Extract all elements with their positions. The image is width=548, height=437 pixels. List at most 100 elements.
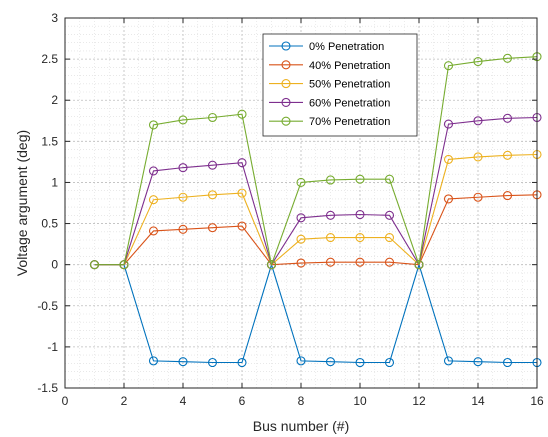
x-tick-label: 6 <box>239 394 246 408</box>
data-point <box>207 190 218 200</box>
data-point <box>355 209 365 220</box>
series-group <box>89 52 542 368</box>
data-point <box>473 152 483 162</box>
x-axis-title: Bus number (#) <box>253 418 349 434</box>
data-point <box>266 260 277 270</box>
data-point <box>414 260 424 270</box>
legend-entry: 0% Penetration <box>269 41 384 53</box>
y-tick-label: -1.5 <box>37 381 58 395</box>
data-point <box>502 191 513 201</box>
data-point <box>473 192 483 202</box>
data-point <box>207 223 218 233</box>
data-point <box>502 53 513 63</box>
data-point <box>325 257 336 267</box>
data-point <box>355 174 365 184</box>
y-axis-title: Voltage argument (deg) <box>14 130 30 276</box>
y-tick-label: 1 <box>51 175 58 189</box>
data-point <box>296 234 306 244</box>
data-point <box>296 177 306 187</box>
series-line <box>94 262 537 364</box>
data-point <box>443 119 454 129</box>
x-tick-label: 8 <box>298 394 305 408</box>
data-point <box>178 115 188 125</box>
legend-swatch-marker <box>281 60 291 70</box>
data-point <box>148 356 159 366</box>
data-point <box>443 61 454 71</box>
data-point <box>237 188 247 198</box>
legend-swatch-marker <box>281 79 291 89</box>
y-tick-label: 3 <box>51 11 58 25</box>
data-point <box>502 150 513 160</box>
x-tick-label: 4 <box>180 394 187 408</box>
data-point <box>237 109 247 119</box>
y-tick-label: 1.5 <box>41 134 58 148</box>
series-4 <box>89 52 542 270</box>
y-tick-label: -1 <box>47 340 58 354</box>
legend-entry: 70% Penetration <box>269 116 390 128</box>
x-tick-label: 12 <box>412 394 426 408</box>
data-point <box>148 195 159 205</box>
legend-swatch-marker <box>281 116 291 126</box>
data-point <box>296 258 306 268</box>
legend-entry: 40% Penetration <box>269 60 390 72</box>
data-point <box>443 194 454 204</box>
y-tick-label: -0.5 <box>37 299 58 313</box>
data-point <box>207 112 218 123</box>
data-point <box>384 210 395 220</box>
series-line <box>94 116 538 267</box>
data-point <box>178 357 188 367</box>
x-tick-label: 10 <box>353 394 367 408</box>
data-point <box>237 357 247 368</box>
data-point <box>384 357 395 368</box>
y-tick-label: 0.5 <box>41 217 58 231</box>
data-point <box>178 163 188 173</box>
data-point <box>443 154 454 164</box>
x-tick-label: 14 <box>471 394 485 408</box>
data-point <box>148 166 159 176</box>
data-point <box>89 260 100 270</box>
grid <box>64 17 538 389</box>
legend-label: 0% Penetration <box>309 41 384 53</box>
data-point <box>355 257 365 267</box>
legend-label: 40% Penetration <box>309 60 390 72</box>
legend-label: 70% Penetration <box>309 116 390 128</box>
data-point <box>178 224 188 234</box>
data-point <box>148 120 159 130</box>
series-line <box>94 153 538 266</box>
data-point <box>355 357 365 368</box>
data-point <box>473 57 483 67</box>
data-point <box>296 356 306 366</box>
legend-swatch-marker <box>281 41 291 51</box>
data-point <box>296 213 306 223</box>
data-point <box>237 158 247 168</box>
data-point <box>384 257 395 267</box>
legend: 0% Penetration 40% Penetration 50% Penetra… <box>262 33 418 137</box>
data-point <box>443 356 454 366</box>
data-point <box>384 174 395 184</box>
x-tick-label: 16 <box>530 394 544 408</box>
legend-label: 50% Penetration <box>309 79 390 91</box>
axes-ticks: 0 2 4 6 8 10 12 14 16 -1.5 -1 -0.5 0 0.5 1 1.5 2 2.5 3 <box>37 11 544 408</box>
series-line <box>94 56 538 267</box>
y-tick-label: 2.5 <box>41 52 58 66</box>
data-point <box>325 175 336 185</box>
legend-swatch-marker <box>281 97 291 107</box>
legend-label: 60% Penetration <box>309 97 390 109</box>
legend-entry: 50% Penetration <box>269 79 390 91</box>
data-point <box>119 260 129 270</box>
data-point <box>502 113 513 123</box>
data-point <box>325 357 336 367</box>
x-tick-label: 2 <box>121 394 128 408</box>
series-line <box>94 194 538 266</box>
legend-entry: 60% Penetration <box>269 97 390 109</box>
y-tick-label: 0 <box>51 258 58 272</box>
data-point <box>207 357 218 368</box>
data-point <box>237 221 247 231</box>
data-point <box>325 210 336 220</box>
data-point <box>207 160 218 170</box>
x-tick-label: 0 <box>62 394 69 408</box>
data-point <box>355 232 365 243</box>
y-tick-label: 2 <box>51 93 58 107</box>
data-point <box>148 226 159 236</box>
